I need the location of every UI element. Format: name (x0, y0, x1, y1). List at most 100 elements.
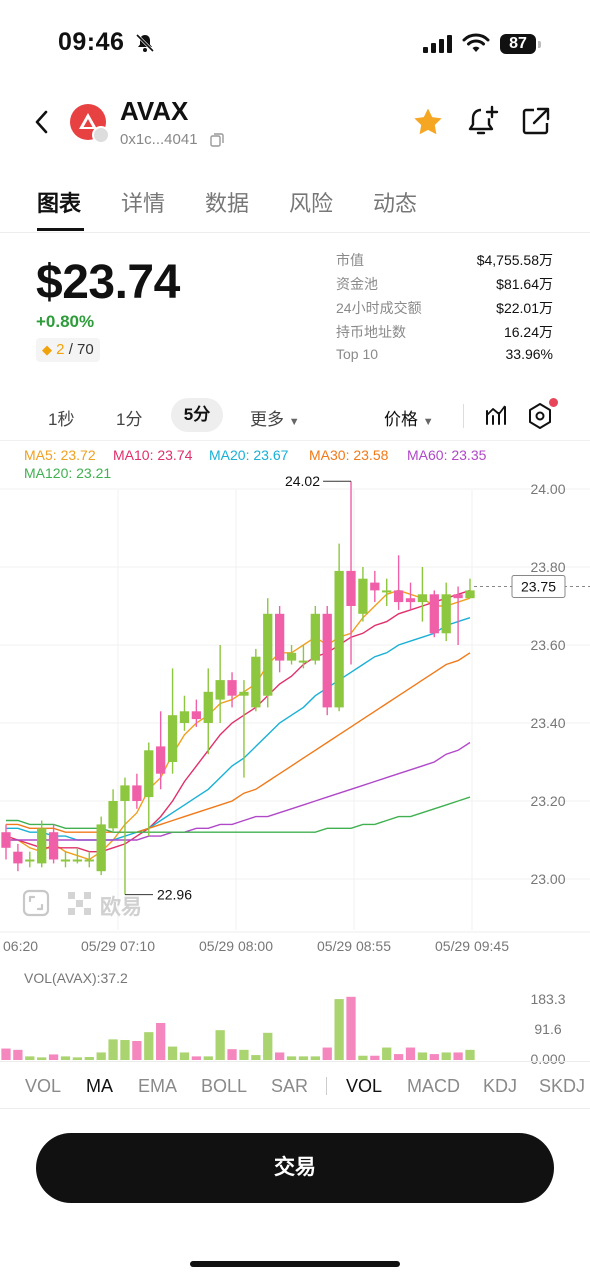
interval-1m[interactable]: 1分 (116, 410, 143, 429)
candle-body (275, 613, 285, 661)
price-chart[interactable]: 24.00 23.80 23.60 23.40 23.20 23.00 06:20 05/29… (0, 470, 590, 960)
toolbar-divider-line (0, 440, 590, 441)
share-icon[interactable] (521, 106, 551, 136)
volume-bar (465, 1049, 475, 1060)
indicator-skdj[interactable]: SKDJ (539, 1076, 586, 1096)
volume-bar (405, 1047, 416, 1060)
interval-more[interactable]: 更多 ▼ (250, 405, 300, 430)
candle-body (37, 828, 47, 864)
token-address: 0x1c...4041 (120, 131, 198, 148)
candle-body (417, 594, 428, 603)
candle-body (25, 859, 35, 862)
candle-body (298, 660, 309, 663)
rank-current: 2 (56, 341, 65, 358)
tab-data[interactable]: 数据 (205, 191, 250, 216)
rank-badge: ◆ 2 / 70 (36, 338, 100, 362)
fullscreen-icon[interactable] (22, 889, 50, 917)
chart-grid (0, 488, 590, 933)
volume-bar (298, 1056, 309, 1060)
volume-bar (13, 1049, 23, 1060)
back-icon[interactable] (32, 109, 52, 135)
volume-bar (382, 1047, 392, 1060)
settings-icon[interactable] (528, 403, 552, 429)
star-icon[interactable] (412, 106, 444, 138)
volume-bar (275, 1052, 285, 1060)
volume-y-tick: 91.6 (534, 1021, 561, 1037)
candle-body (322, 613, 332, 708)
bell-off-icon (135, 33, 155, 53)
candle-body (84, 859, 94, 862)
candle-body (310, 613, 320, 661)
indicator-sar[interactable]: SAR (271, 1076, 309, 1096)
candle-body (393, 590, 404, 603)
indicator-vol-sub[interactable]: VOL (346, 1076, 383, 1096)
volume-bar (167, 1046, 178, 1060)
toolbar-divider (463, 404, 464, 428)
volume-bar (310, 1056, 320, 1060)
interval-5m[interactable]: 5分 (171, 398, 223, 432)
last-price-tag: 23.75 (521, 579, 556, 595)
volume-bar (286, 1056, 297, 1060)
interval-1s[interactable]: 1秒 (48, 410, 75, 429)
tab-activity[interactable]: 动态 (373, 191, 418, 216)
last-price-tag-box (511, 575, 566, 598)
tab-risk[interactable]: 风险 (289, 191, 334, 216)
battery-cap (538, 41, 541, 48)
avax-logo-icon (79, 113, 97, 129)
volume-bar (108, 1039, 118, 1060)
candle-body (48, 832, 59, 860)
copy-icon[interactable] (210, 133, 224, 147)
token-name: AVAX (120, 96, 189, 126)
watermark-text: 欧易 (100, 896, 142, 919)
candle-body (370, 582, 380, 591)
okx-logo-icon (68, 892, 91, 915)
volume-axis: 183.3 91.6 0.000 (530, 991, 565, 1064)
rank-total: / 70 (68, 341, 94, 358)
indicator-ma[interactable]: MA (86, 1076, 113, 1096)
price-mode-label: 价格 (384, 410, 418, 429)
tab-chart[interactable]: 图表 (37, 191, 82, 216)
home-indicator (190, 1261, 400, 1267)
indicator-ema[interactable]: EMA (138, 1076, 178, 1096)
ma-line-ma10 (5, 589, 471, 853)
volume-bar (358, 1055, 368, 1060)
indicator-macd[interactable]: MACD (407, 1076, 460, 1096)
indicator-boll[interactable]: BOLL (201, 1076, 248, 1096)
candle-body (251, 656, 261, 708)
volume-bar (84, 1057, 94, 1060)
indicator-vol-main[interactable]: VOL (25, 1076, 62, 1096)
candle-body (132, 785, 142, 801)
stat-value-liquidity: $81.64万 (496, 276, 553, 292)
volume-bar (453, 1052, 463, 1060)
volume-y-tick: 183.3 (530, 991, 565, 1007)
ma-line-ma60 (6, 741, 471, 841)
add-alert-icon[interactable] (466, 104, 500, 138)
volume-bar (191, 1056, 201, 1060)
volume-bar (251, 1055, 261, 1060)
volume-chart: 183.3 91.6 0.000 (1, 991, 566, 1064)
volume-bar (263, 1032, 273, 1060)
tab-details[interactable]: 详情 (121, 191, 166, 216)
ma-line-ma30 (6, 652, 471, 833)
ma60-legend: MA60: 23.35 (407, 447, 487, 463)
volume-bar (60, 1056, 71, 1060)
y-tick-label: 23.20 (530, 793, 565, 809)
low-marker-label: 22.96 (157, 887, 192, 903)
ma20-legend: MA20: 23.67 (209, 447, 289, 463)
volume-bar (239, 1049, 249, 1060)
candle-body (429, 594, 439, 634)
notification-dot (549, 398, 558, 407)
trade-button[interactable]: 交易 (36, 1133, 554, 1203)
price-mode-select[interactable]: 价格 ▼ (384, 405, 434, 430)
ma-line-ma120 (6, 796, 471, 833)
volume-bar (370, 1055, 380, 1060)
indicator-chart-icon[interactable] (484, 403, 508, 427)
diamond-icon: ◆ (42, 342, 52, 357)
ma30-legend: MA30: 23.58 (309, 447, 389, 463)
indicator-kdj[interactable]: KDJ (483, 1076, 518, 1096)
caret-down-icon: ▼ (422, 416, 434, 428)
volume-bar (441, 1052, 451, 1060)
tabs-divider (0, 232, 590, 233)
x-tick-label: 05/29 09:45 (435, 938, 509, 954)
y-tick-label: 23.80 (530, 559, 565, 575)
